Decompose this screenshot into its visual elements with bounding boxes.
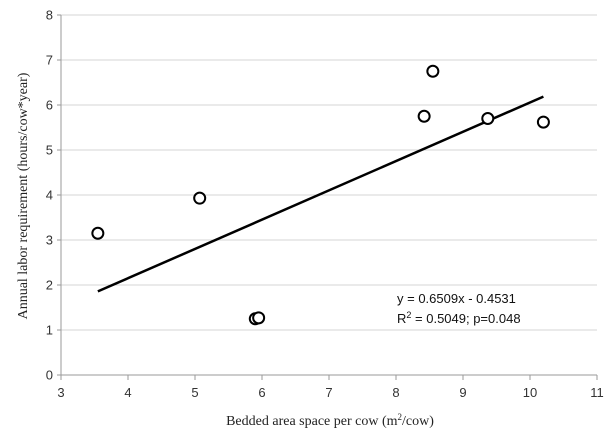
data-point-2 bbox=[193, 191, 207, 205]
x-tick-label-3: 3 bbox=[57, 385, 64, 400]
data-point-8 bbox=[536, 115, 550, 129]
data-point-6 bbox=[426, 64, 440, 78]
data-point-4 bbox=[252, 311, 266, 325]
y-tick-label-7: 7 bbox=[46, 53, 53, 68]
r-squared-superscript: 2 bbox=[406, 310, 411, 320]
axes bbox=[57, 14, 598, 380]
y-tick-labels: 0 1 2 3 4 5 6 7 8 bbox=[46, 8, 53, 383]
gridlines bbox=[61, 14, 597, 331]
y-tick-label-4: 4 bbox=[46, 188, 53, 203]
data-point-7 bbox=[481, 112, 495, 125]
y-tick-label-2: 2 bbox=[46, 278, 53, 293]
r-squared-suffix: = 0.5049; p=0.048 bbox=[411, 311, 520, 326]
y-tick-label-0: 0 bbox=[46, 368, 53, 383]
x-tick-label-4: 4 bbox=[124, 385, 131, 400]
y-tick-label-5: 5 bbox=[46, 143, 53, 158]
x-axis-title: Bedded area space per cow (m2/cow) bbox=[226, 412, 434, 429]
x-tick-labels: 3 4 5 6 7 8 9 10 11 bbox=[57, 385, 603, 400]
y-tick-label-8: 8 bbox=[46, 8, 53, 23]
trendline bbox=[97, 95, 544, 293]
x-tick-label-6: 6 bbox=[258, 385, 265, 400]
x-tick-label-9: 9 bbox=[459, 385, 466, 400]
trendline-group bbox=[97, 95, 544, 293]
trend-equation: y = 0.6509x - 0.4531 bbox=[397, 291, 516, 306]
x-tick-label-10: 10 bbox=[523, 385, 537, 400]
y-axis-title: Annual labor requirement (hours/cow*year… bbox=[16, 72, 31, 319]
data-point-1 bbox=[91, 226, 105, 240]
data-points bbox=[91, 64, 550, 326]
trend-r-squared: R2 = 0.5049; p=0.048 bbox=[397, 310, 521, 326]
y-tick-label-3: 3 bbox=[46, 233, 53, 248]
x-axis-title-suffix: /cow) bbox=[402, 414, 434, 429]
y-tick-label-6: 6 bbox=[46, 98, 53, 113]
x-tick-label-11: 11 bbox=[590, 385, 604, 400]
y-tick-label-1: 1 bbox=[46, 323, 53, 338]
x-axis-title-superscript: 2 bbox=[398, 412, 403, 422]
x-tick-label-5: 5 bbox=[191, 385, 198, 400]
data-point-5 bbox=[417, 109, 431, 123]
x-tick-label-8: 8 bbox=[392, 385, 399, 400]
x-tick-label-7: 7 bbox=[325, 385, 332, 400]
